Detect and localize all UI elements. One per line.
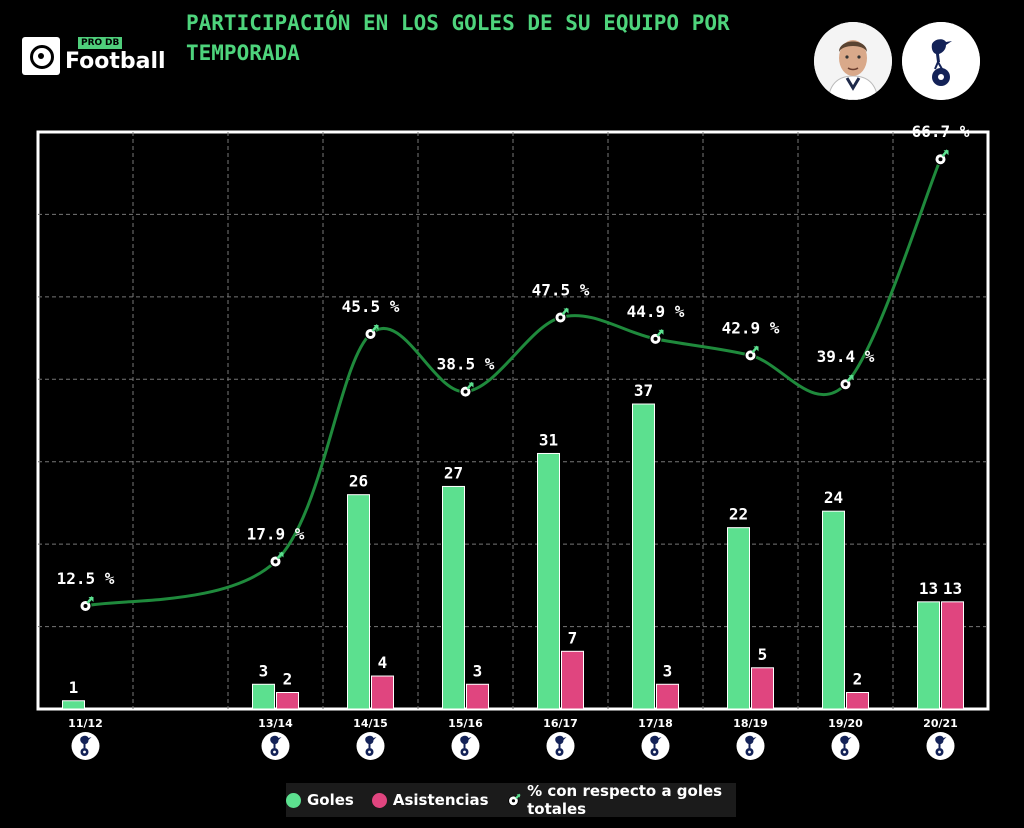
bar-goals: [537, 452, 560, 710]
site-logo[interactable]: PRO DB Football: [22, 37, 166, 77]
percentage-label: 66.7 %: [912, 122, 970, 141]
bar-goals: [252, 683, 275, 710]
bar-assists: [371, 675, 394, 710]
legend-assists-dot: [371, 792, 387, 808]
percentage-marker-ball-icon: [269, 551, 284, 568]
tottenham-crest-icon: [71, 732, 100, 760]
bar-assists: [561, 650, 584, 710]
legend-item-percentage[interactable]: % con respecto a goles totales: [507, 782, 736, 818]
bar-assists-label: 5: [758, 645, 768, 664]
bar-goals-label: 13: [919, 579, 938, 598]
ball-icon: [507, 793, 521, 807]
tottenham-crest-icon: [736, 732, 765, 760]
bar-assists: [751, 667, 774, 710]
bar-assists: [656, 683, 679, 710]
logo-pro: PRO: [78, 37, 106, 49]
percentage-label: 42.9 %: [722, 318, 780, 337]
bar-assists-label: 13: [943, 579, 962, 598]
x-tick-label: 14/15: [353, 717, 388, 730]
bar-goals: [347, 494, 370, 710]
legend-percentage-label: % con respecto a goles totales: [527, 782, 723, 818]
tottenham-crest-icon: [902, 22, 980, 100]
tottenham-crest-icon: [356, 732, 385, 760]
bar-goals: [632, 403, 655, 710]
bar-goals-label: 26: [349, 472, 368, 491]
bar-goals-label: 31: [539, 430, 558, 449]
tottenham-crest-icon: [641, 732, 670, 760]
legend: Goles Asistencias % con respecto a goles…: [286, 782, 736, 818]
bar-assists-label: 4: [378, 653, 388, 672]
tottenham-crest-icon: [261, 732, 290, 760]
bar-assists-label: 2: [853, 670, 863, 689]
legend-item-goals[interactable]: Goles: [286, 791, 354, 809]
percentage-marker-ball-icon: [554, 307, 569, 324]
percentage-marker-ball-icon: [79, 596, 94, 612]
bar-goals: [917, 601, 940, 710]
bar-goals-label: 24: [824, 488, 843, 507]
page-title: PARTICIPACIÓN EN LOS GOLES DE SU EQUIPO …: [186, 11, 730, 65]
percentage-label: 17.9 %: [247, 524, 305, 543]
bar-goals-label: 3: [259, 661, 269, 680]
percentage-label: 38.5 %: [437, 355, 495, 374]
bar-goals: [727, 527, 750, 710]
percentage-label: 47.5 %: [532, 280, 590, 299]
percentage-label: 12.5 %: [57, 569, 115, 588]
x-tick-label: 15/16: [448, 717, 483, 730]
bar-assists-label: 3: [663, 661, 673, 680]
bar-assists-label: 2: [283, 670, 293, 689]
percentage-marker-ball-icon: [839, 374, 854, 391]
x-tick-label: 17/18: [638, 717, 673, 730]
tottenham-crest-icon: [926, 732, 955, 760]
x-tick-label: 13/14: [258, 717, 293, 730]
percentage-label: 44.9 %: [627, 302, 685, 321]
x-tick-label: 19/20: [828, 717, 863, 730]
tottenham-crest-icon: [451, 732, 480, 760]
bar-assists: [941, 601, 964, 710]
percentage-marker-ball-icon: [459, 381, 474, 398]
percentage-marker-ball-icon: [934, 149, 949, 166]
x-tick-label: 20/21: [923, 717, 958, 730]
bar-goals-label: 1: [69, 678, 79, 697]
legend-goals-dot: [286, 792, 301, 808]
bar-goals: [442, 485, 465, 710]
x-tick-label: 11/12: [68, 717, 103, 730]
x-tick-label: 16/17: [543, 717, 578, 730]
tottenham-crest-icon: [831, 732, 860, 760]
percentage-marker-ball-icon: [364, 324, 379, 340]
bar-goals: [822, 510, 845, 710]
x-tick-label: 18/19: [733, 717, 768, 730]
bar-assists: [846, 692, 869, 710]
bar-assists: [276, 692, 299, 710]
logo-ring: [30, 45, 54, 69]
bar-goals-label: 37: [634, 381, 653, 400]
percentage-label: 45.5 %: [342, 297, 400, 316]
percentage-line: [85, 158, 942, 608]
logo-badge: [22, 37, 60, 75]
percentage-label: 39.4 %: [817, 347, 875, 366]
logo-wordmark: Football: [65, 49, 166, 74]
logo-db: DB: [102, 37, 123, 49]
tottenham-crest-icon: [546, 732, 575, 760]
bar-assists-label: 7: [568, 628, 578, 647]
legend-goals-label: Goles: [307, 791, 354, 809]
player-photo-icon: [814, 22, 892, 100]
bar-assists-label: 3: [473, 661, 483, 680]
percentage-marker-ball-icon: [649, 329, 664, 345]
bar-goals: [62, 700, 85, 710]
bar-assists: [466, 683, 489, 710]
legend-item-assists[interactable]: Asistencias: [371, 791, 489, 809]
logo-dot: [38, 53, 44, 59]
bar-goals-label: 27: [444, 463, 463, 482]
legend-assists-label: Asistencias: [392, 791, 489, 809]
bar-goals-label: 22: [729, 505, 748, 524]
percentage-marker-ball-icon: [744, 345, 759, 362]
